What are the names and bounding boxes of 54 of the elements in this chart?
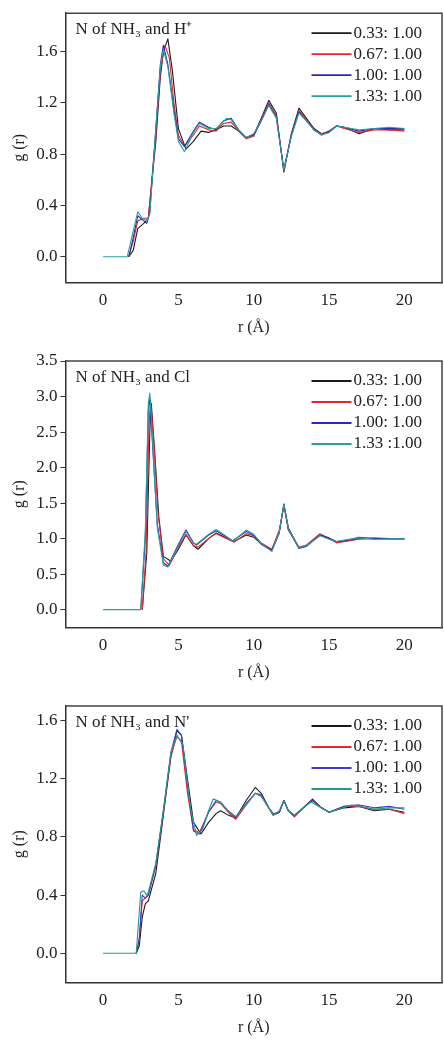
x-tick-label: 5 [174,635,183,655]
x-axis-title: r (Å) [237,662,270,681]
chart-title: N of NH₃ and Cl [75,366,191,386]
y-tick-label: 1.2 [36,768,58,788]
y-tick-label: 3.5 [36,350,58,370]
x-tick-label: 10 [245,990,263,1010]
x-tick-label: 0 [98,290,108,310]
y-tick-label: 0.0 [36,599,58,619]
x-tick-label: 15 [320,990,338,1010]
x-tick-label: 5 [174,990,183,1010]
chart-title: N of NH₃ and N' [75,711,190,731]
x-tick-label: 15 [320,635,338,655]
x-axis-title: r (Å) [237,317,270,336]
legend-label: 1.33: 1.00 [353,85,423,105]
y-tick-label: 1.6 [36,710,58,730]
y-tick-label: 1.6 [36,41,58,61]
legend-label: 1.00: 1.00 [353,412,423,432]
y-axis-title: g (r) [9,133,28,162]
x-tick-label: 5 [174,290,183,310]
x-tick-label: 0 [98,635,108,655]
x-tick-label: 10 [245,290,263,310]
y-axis-title: g (r) [9,830,28,859]
y-tick-label: 0.8 [36,143,58,163]
chart-title: N of NH₃ and H⁺ [75,19,193,39]
legend-label: 1.33: 1.00 [353,778,423,798]
y-tick-label: 0.4 [36,194,58,214]
legend-label: 0.67: 1.00 [353,391,423,411]
y-tick-label: 1.2 [36,92,58,112]
y-tick-label: 0.0 [36,942,58,962]
x-tick-label: 20 [395,290,413,310]
y-tick-label: 1.0 [36,528,58,548]
x-tick-label: 0 [98,990,108,1010]
y-tick-label: 0.8 [36,826,58,846]
y-tick-label: 0.5 [36,563,58,583]
y-tick-label: 1.5 [36,492,58,512]
legend-label: 0.33: 1.00 [353,715,423,735]
legend-label: 1.33 :1.00 [353,433,423,453]
legend-label: 0.67: 1.00 [353,43,423,63]
legend-label: 1.00: 1.00 [353,64,423,84]
legend-label: 0.67: 1.00 [353,736,423,756]
y-tick-label: 0.4 [36,884,58,904]
legend-label: 0.33: 1.00 [353,22,423,42]
x-tick-label: 20 [395,635,413,655]
x-tick-label: 15 [320,290,338,310]
y-tick-label: 3.0 [36,385,58,405]
y-axis-title: g (r) [9,480,28,509]
legend-label: 1.00: 1.00 [353,757,423,777]
y-tick-label: 0.0 [36,246,58,266]
x-tick-label: 10 [245,635,263,655]
x-tick-label: 20 [395,990,413,1010]
y-tick-label: 2.0 [36,457,58,477]
y-tick-label: 2.5 [36,421,58,441]
x-axis-title: r (Å) [237,1017,270,1036]
legend-label: 0.33: 1.00 [353,370,423,390]
